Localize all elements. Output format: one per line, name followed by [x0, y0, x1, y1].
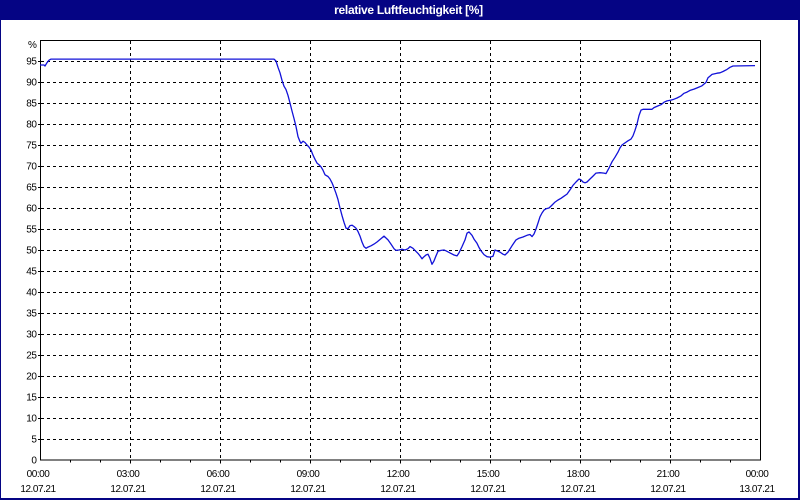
svg-text:12.07.21: 12.07.21 — [290, 484, 326, 495]
svg-text:12:00: 12:00 — [387, 469, 411, 480]
svg-text:70: 70 — [26, 162, 37, 173]
svg-text:09:00: 09:00 — [297, 469, 321, 480]
svg-text:12.07.21: 12.07.21 — [380, 484, 416, 495]
svg-text:65: 65 — [26, 183, 37, 194]
svg-text:85: 85 — [26, 99, 37, 110]
svg-text:75: 75 — [26, 141, 37, 152]
svg-text:12.07.21: 12.07.21 — [200, 484, 236, 495]
svg-text:80: 80 — [26, 120, 37, 131]
svg-text:15: 15 — [26, 393, 37, 404]
svg-text:25: 25 — [26, 351, 37, 362]
svg-text:5: 5 — [31, 435, 37, 446]
svg-text:12.07.21: 12.07.21 — [20, 484, 56, 495]
svg-text:55: 55 — [26, 225, 37, 236]
svg-text:18:00: 18:00 — [567, 469, 591, 480]
svg-text:12.07.21: 12.07.21 — [470, 484, 506, 495]
svg-text:95: 95 — [26, 57, 37, 68]
svg-text:00:00: 00:00 — [27, 469, 51, 480]
svg-text:30: 30 — [26, 330, 37, 341]
svg-text:00:00: 00:00 — [746, 469, 770, 480]
svg-text:35: 35 — [26, 309, 37, 320]
svg-text:12.07.21: 12.07.21 — [110, 484, 146, 495]
svg-text:90: 90 — [26, 78, 37, 89]
svg-text:10: 10 — [26, 414, 37, 425]
svg-text:12.07.21: 12.07.21 — [560, 484, 596, 495]
svg-text:21:00: 21:00 — [657, 469, 681, 480]
svg-text:03:00: 03:00 — [117, 469, 141, 480]
svg-text:45: 45 — [26, 267, 37, 278]
svg-text:40: 40 — [26, 288, 37, 299]
svg-text:50: 50 — [26, 246, 37, 257]
svg-text:12.07.21: 12.07.21 — [650, 484, 686, 495]
svg-text:15:00: 15:00 — [477, 469, 501, 480]
svg-text:60: 60 — [26, 204, 37, 215]
svg-text:13.07.21: 13.07.21 — [739, 484, 775, 495]
svg-text:0: 0 — [31, 456, 37, 467]
svg-text:20: 20 — [26, 372, 37, 383]
svg-text:%: % — [28, 40, 37, 51]
svg-text:06:00: 06:00 — [207, 469, 231, 480]
